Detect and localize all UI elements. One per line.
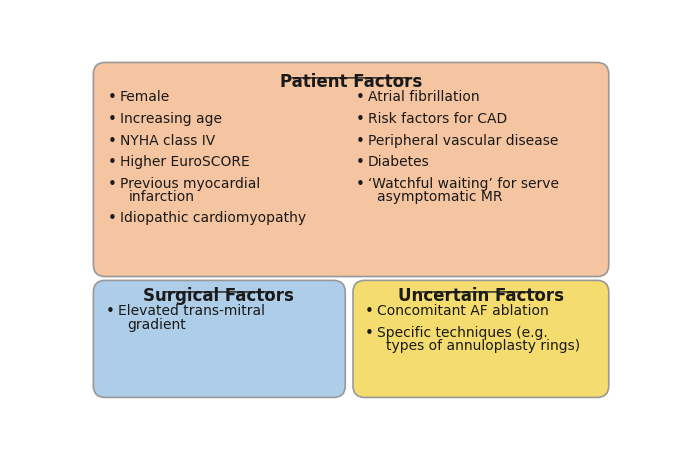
Text: Previous myocardial: Previous myocardial <box>120 176 260 190</box>
Text: •: • <box>108 211 116 226</box>
Text: •: • <box>108 133 116 148</box>
Text: •: • <box>108 112 116 127</box>
FancyBboxPatch shape <box>93 63 609 277</box>
Text: •: • <box>108 176 116 191</box>
Text: types of annuloplasty rings): types of annuloplasty rings) <box>386 338 580 352</box>
Text: Patient Factors: Patient Factors <box>279 73 422 91</box>
Text: Uncertain Factors: Uncertain Factors <box>398 286 564 304</box>
Text: •: • <box>364 325 373 341</box>
Text: •: • <box>356 155 364 170</box>
Text: Peripheral vascular disease: Peripheral vascular disease <box>368 133 558 147</box>
Text: Female: Female <box>120 90 170 104</box>
Text: •: • <box>105 304 114 319</box>
Text: •: • <box>108 90 116 105</box>
Text: •: • <box>356 176 364 191</box>
Text: Higher EuroSCORE: Higher EuroSCORE <box>120 155 249 169</box>
Text: NYHA class IV: NYHA class IV <box>120 133 215 147</box>
Text: ‘Watchful waiting’ for serve: ‘Watchful waiting’ for serve <box>368 176 559 190</box>
FancyBboxPatch shape <box>353 281 609 397</box>
Text: infarction: infarction <box>129 189 195 203</box>
Text: •: • <box>108 155 116 170</box>
Text: •: • <box>356 133 364 148</box>
Text: Surgical Factors: Surgical Factors <box>143 286 295 304</box>
Text: Concomitant AF ablation: Concomitant AF ablation <box>377 304 549 318</box>
Text: •: • <box>356 112 364 127</box>
Text: gradient: gradient <box>127 317 186 331</box>
Text: Increasing age: Increasing age <box>120 112 222 126</box>
Text: •: • <box>356 90 364 105</box>
Text: Specific techniques (e.g.: Specific techniques (e.g. <box>377 325 548 339</box>
Text: Atrial fibrillation: Atrial fibrillation <box>368 90 480 104</box>
Text: Risk factors for CAD: Risk factors for CAD <box>368 112 507 126</box>
Text: Diabetes: Diabetes <box>368 155 429 169</box>
Text: Elevated trans-mitral: Elevated trans-mitral <box>119 304 265 318</box>
Text: Idiopathic cardiomyopathy: Idiopathic cardiomyopathy <box>120 211 306 225</box>
Text: •: • <box>364 304 373 319</box>
Text: asymptomatic MR: asymptomatic MR <box>377 189 503 203</box>
FancyBboxPatch shape <box>93 281 345 397</box>
